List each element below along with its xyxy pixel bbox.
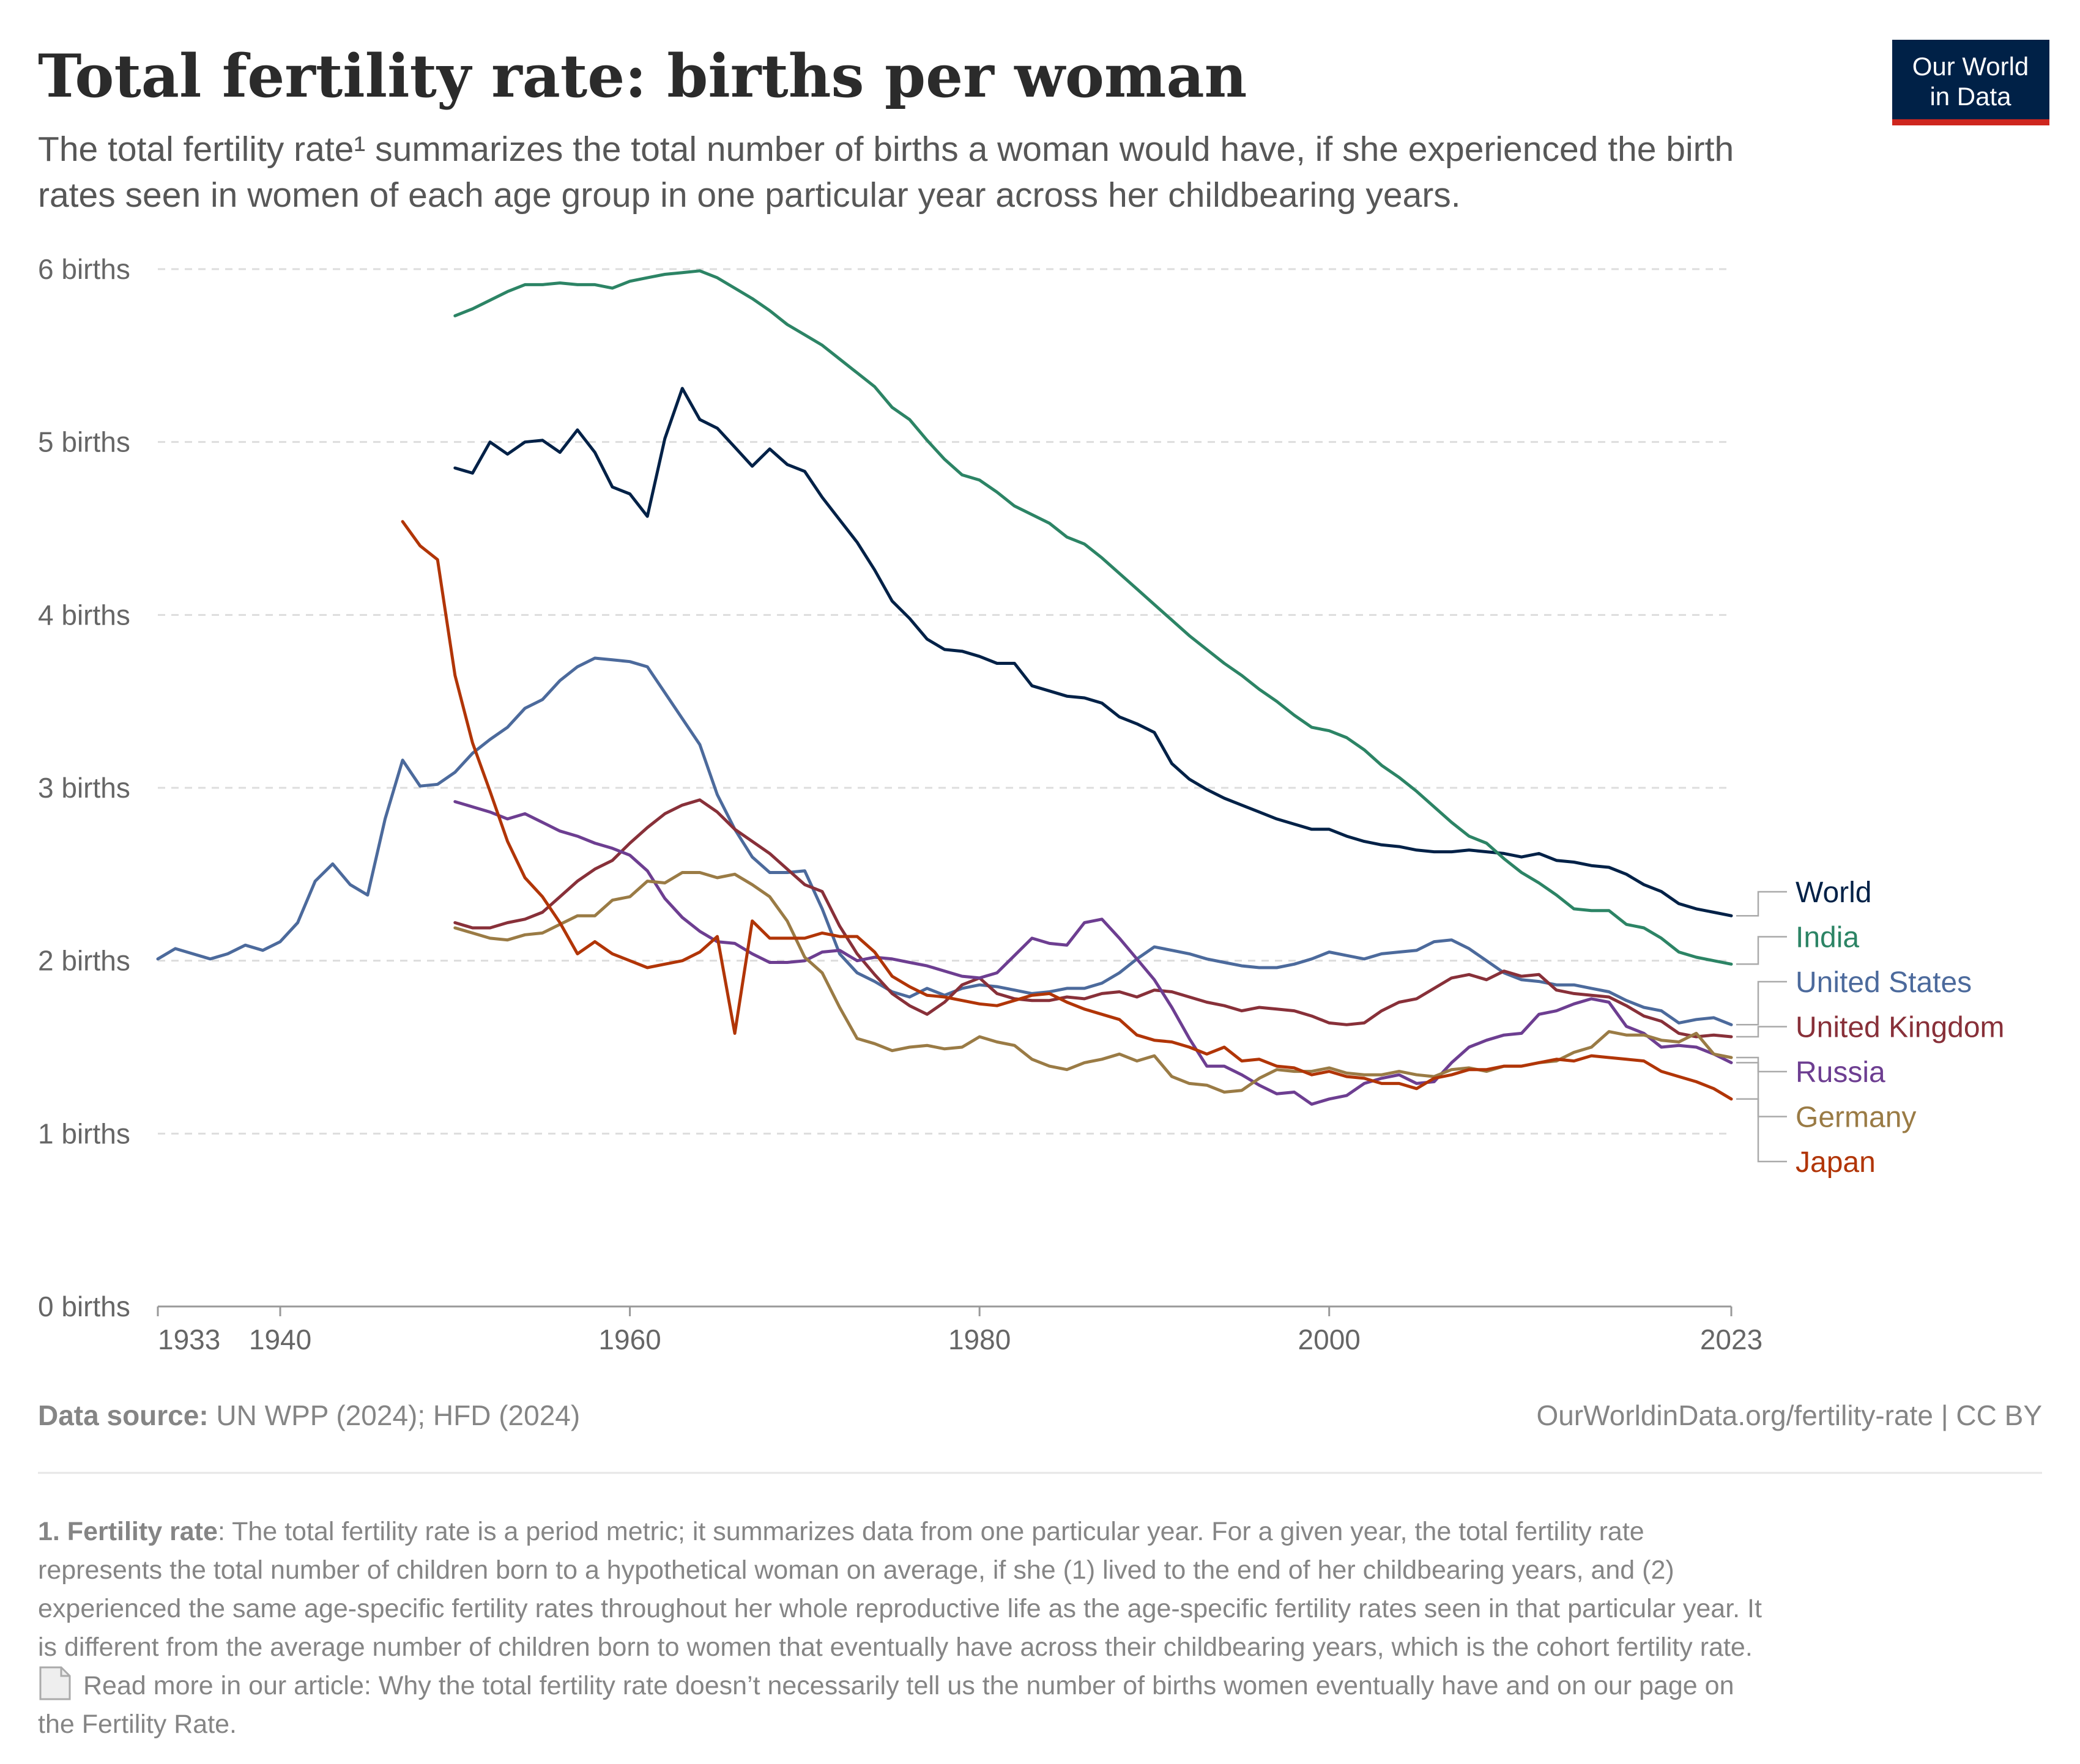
legend-connector <box>1736 1056 1787 1117</box>
footnote-line1: 1. Fertility rate: The total fertility r… <box>38 1517 1644 1546</box>
footnote-line2: represents the total number of children … <box>38 1555 1674 1585</box>
legend-label-russia[interactable]: Russia <box>1796 1056 1885 1089</box>
series-lines <box>156 269 1733 1106</box>
legend-connector <box>1736 1098 1787 1163</box>
chart-subtitle-line1: The total fertility rate¹ summarizes the… <box>38 130 1734 169</box>
series-line-united-states[interactable] <box>156 656 1733 1026</box>
x-tick-label: 1980 <box>948 1324 1011 1355</box>
x-tick-label: 2000 <box>1298 1324 1361 1355</box>
y-tick-label: 6 births <box>38 253 130 285</box>
footnote-line5[interactable]: Read more in our article: Why the total … <box>83 1671 1734 1700</box>
legend-connector <box>1736 1062 1787 1073</box>
y-tick-label: 1 births <box>38 1117 130 1149</box>
document-icon <box>39 1666 71 1700</box>
y-tick-label: 4 births <box>38 599 130 631</box>
y-tick-label: 5 births <box>38 426 130 458</box>
series-line-japan[interactable] <box>401 520 1733 1101</box>
x-tick-label: 2023 <box>1700 1324 1762 1355</box>
legend: World India United States United Kingdom Rus… <box>1736 876 2005 1179</box>
data-source: Data source: UN WPP (2024); HFD (2024) <box>38 1399 580 1431</box>
legend-connector <box>1736 980 1787 1026</box>
series-line-russia[interactable] <box>453 800 1733 1106</box>
y-tick-label: 3 births <box>38 772 130 804</box>
footnote-label: 1. Fertility rate <box>38 1517 218 1546</box>
y-axis: 0 births 1 births 2 births 3 births 4 births… <box>38 253 130 1322</box>
footnote-text-1: : The total fertility rate is a period m… <box>218 1517 1644 1546</box>
x-tick-label: 1940 <box>249 1324 311 1355</box>
chart-subtitle-line2: rates seen in women of each age group in… <box>38 176 1461 215</box>
logo-text-line1: Our World <box>1912 52 2029 81</box>
legend-label-india[interactable]: India <box>1796 922 1859 954</box>
grid <box>158 268 1731 1135</box>
data-source-text: UN WPP (2024); HFD (2024) <box>209 1399 581 1431</box>
series-line-united-kingdom[interactable] <box>453 798 1733 1039</box>
y-tick-label: 2 births <box>38 945 130 977</box>
legend-label-japan[interactable]: Japan <box>1796 1146 1876 1179</box>
legend-connector <box>1736 1026 1787 1038</box>
legend-label-world[interactable]: World <box>1796 876 1871 909</box>
x-tick-label: 1933 <box>158 1324 220 1355</box>
legend-label-united-states[interactable]: United States <box>1796 966 1972 999</box>
owid-logo[interactable]: Our World in Data <box>1892 40 2049 125</box>
x-axis: 1933 1940 1960 1980 2000 2023 <box>157 1305 1762 1355</box>
legend-label-germany[interactable]: Germany <box>1796 1102 1916 1134</box>
y-tick-label: 0 births <box>38 1291 130 1322</box>
legend-connector <box>1736 936 1787 965</box>
source-url[interactable]: OurWorldinData.org/fertility-rate | CC B… <box>1536 1399 2042 1431</box>
legend-connector <box>1736 891 1787 917</box>
logo-text-line2: in Data <box>1930 82 2011 111</box>
legend-label-united-kingdom[interactable]: United Kingdom <box>1796 1012 2005 1044</box>
data-source-label: Data source: <box>38 1399 209 1431</box>
chart-title: Total fertility rate: births per woman <box>38 42 1247 111</box>
series-line-world[interactable] <box>453 387 1733 917</box>
footnote-line6[interactable]: the Fertility Rate. <box>38 1710 237 1739</box>
logo-accent-bar <box>1892 119 2049 125</box>
series-line-india[interactable] <box>453 269 1733 966</box>
x-tick-label: 1960 <box>598 1324 661 1355</box>
logo-background <box>1892 40 2049 124</box>
footnote-line3: experienced the same age-specific fertil… <box>38 1594 1762 1623</box>
footnote-line4: is different from the average number of … <box>38 1632 1753 1662</box>
